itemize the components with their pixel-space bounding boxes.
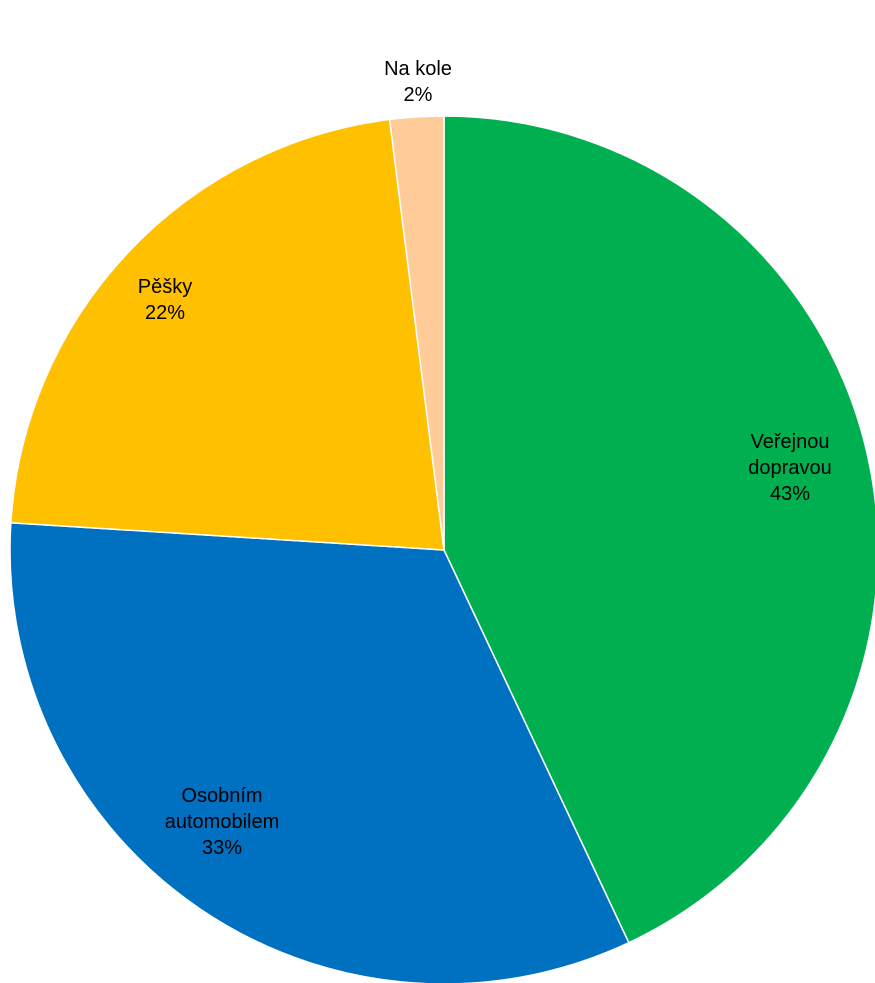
slice-percent-3: 2% [404,84,433,106]
slice-name-line-3-0: Na kole [384,58,452,80]
pie-slice-0 [443,115,875,944]
slice-name-line-1-1: automobilem [165,811,280,833]
pie-slice-1 [9,521,630,983]
slice-name-line-1-0: Osobním [181,785,262,807]
slice-label-1: Osobním automobilem 33% [165,785,280,859]
slice-percent-1: 33% [202,837,242,859]
slice-name-line-2-0: Pěšky [138,276,192,298]
slice-label-3: Na kole 2% [384,58,452,106]
pie-slice-2 [10,118,445,551]
slice-percent-0: 43% [770,483,810,505]
slice-name-line-0-1: dopravou [748,457,831,479]
pie-slice-3 [388,115,445,551]
slice-percent-2: 22% [145,302,185,324]
pie-slices [9,115,875,983]
slice-name-line-0-0: Veřejnou [751,431,830,453]
pie-labels: Veřejnou dopravou 43% Osobním automobilem 33%… [138,58,832,859]
slice-label-0: Veřejnou dopravou 43% [748,431,831,505]
slice-label-2: Pěšky 22% [138,276,192,324]
